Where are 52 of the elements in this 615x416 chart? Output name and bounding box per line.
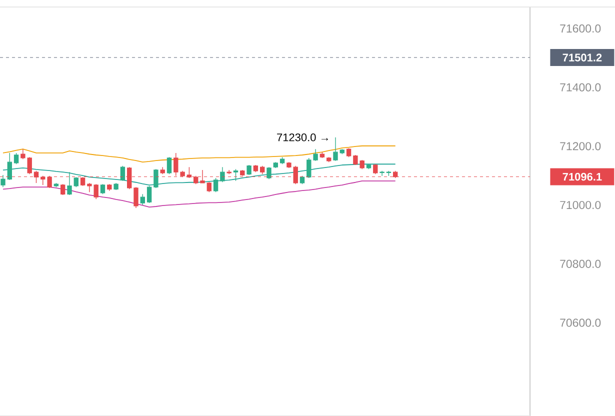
candlestick: [340, 148, 344, 154]
y-tick-label: 70600.0: [560, 318, 601, 327]
candlestick: [94, 184, 98, 200]
candlestick: [273, 162, 278, 168]
candlestick: [0, 174, 6, 188]
candlestick: [346, 148, 352, 158]
candlestick: [246, 164, 252, 176]
candlestick: [100, 184, 106, 194]
candlestick: [253, 164, 258, 172]
candlestick: [14, 152, 19, 164]
candlestick: [107, 184, 112, 192]
candlestick: [333, 137, 338, 162]
candlestick: [313, 148, 318, 162]
candlestick: [114, 182, 118, 190]
candlestick: [60, 184, 66, 196]
candlestick: [353, 154, 358, 166]
candlestick: [7, 152, 12, 180]
y-tick-label: 71200.0: [560, 142, 601, 150]
candlestick: [154, 168, 158, 188]
candlestick: [74, 176, 78, 188]
candlestick: [140, 194, 145, 206]
candlestick: [360, 160, 364, 170]
y-tick-label: 71400.0: [560, 83, 601, 92]
annotation: 71230.0 →: [277, 133, 328, 142]
y-tick-label: 71000.0: [560, 200, 601, 210]
candlestick: [286, 162, 292, 168]
candlestick: [146, 186, 152, 204]
y-tick-label: 70800.0: [560, 260, 601, 268]
y-tick-label: 71600.0: [560, 24, 601, 33]
candlestick: [366, 164, 372, 170]
ref-line-label: 71501.2: [562, 54, 602, 62]
candlestick: [300, 176, 305, 184]
candlestick: [320, 152, 325, 158]
ref-line-label: 71096.1: [562, 172, 602, 181]
candlestick: [380, 170, 384, 176]
candlestick: [280, 156, 285, 164]
candlestick: [386, 170, 392, 176]
candlestick: [120, 166, 126, 182]
candlestick: [266, 166, 272, 180]
candlestick: [213, 178, 218, 192]
candlestick: [87, 182, 92, 192]
candlestick: [373, 164, 378, 174]
candlestick: [260, 166, 265, 174]
candlestick: [306, 158, 312, 178]
candlestick: [326, 156, 332, 162]
candlestick: [67, 172, 72, 196]
candlestick: [206, 182, 212, 192]
candlestick: [220, 166, 225, 182]
candlestick: [166, 156, 172, 174]
candlestick: [160, 166, 165, 174]
candlestick: [134, 186, 138, 208]
candlestick: [226, 170, 232, 174]
